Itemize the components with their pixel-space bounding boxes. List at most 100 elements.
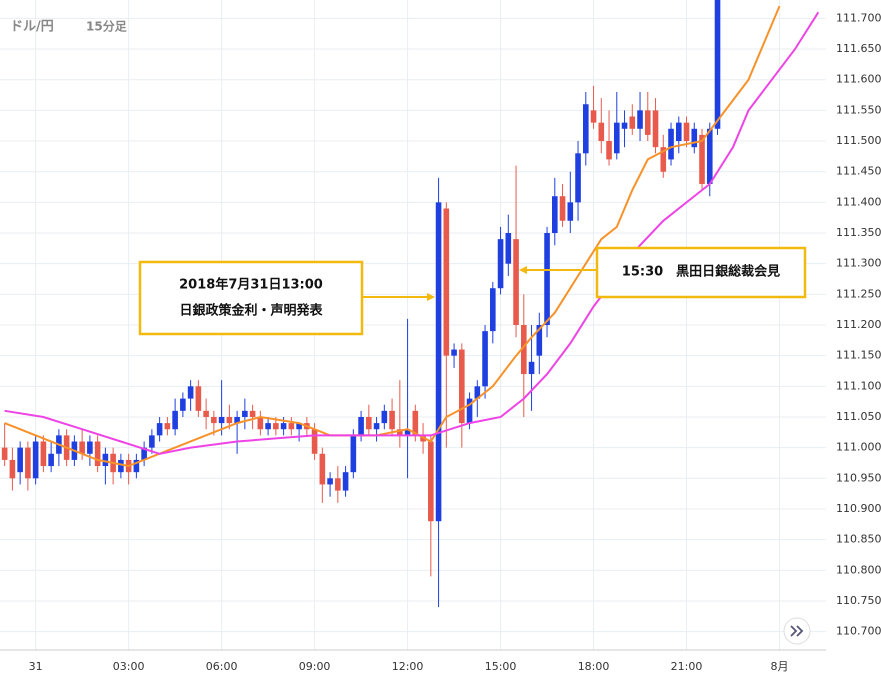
y-tick-label: 110.750: [836, 594, 881, 607]
candle-body: [466, 398, 473, 424]
candle-body: [404, 429, 411, 436]
y-tick-label: 111.650: [836, 42, 881, 55]
y-tick-label: 110.900: [836, 502, 881, 515]
candle-body: [358, 416, 364, 436]
x-tick-label: 8月: [771, 660, 789, 673]
candle-body: [613, 122, 620, 154]
y-tick-label: 111.150: [836, 349, 881, 362]
y-tick-label: 110.850: [836, 533, 881, 546]
y-tick-label: 110.700: [836, 625, 881, 638]
candle-body: [25, 447, 31, 479]
chart-subtitle: 15分足: [86, 19, 127, 34]
candle-body: [94, 441, 101, 467]
candle-body: [203, 410, 209, 417]
candle-body: [482, 331, 488, 387]
candle-body: [381, 410, 388, 424]
candle-body: [187, 386, 194, 399]
candle-body: [428, 441, 434, 522]
y-tick-label: 111.700: [836, 11, 881, 24]
candle-body: [559, 196, 566, 221]
candle-body: [327, 478, 333, 485]
candle-body: [1, 447, 8, 460]
y-tick-label: 111.550: [836, 103, 881, 116]
candle-body: [40, 441, 47, 467]
candle-body: [567, 202, 574, 221]
candle-body: [637, 110, 643, 129]
candle-body: [513, 239, 519, 325]
candle-body: [435, 202, 442, 522]
candle-body: [9, 459, 16, 479]
candle-body: [652, 110, 659, 148]
candle-body: [195, 386, 202, 411]
candle-body: [280, 423, 287, 430]
annotation-text: 15:30 黒田日銀総裁会見: [622, 264, 780, 280]
candle-body: [598, 122, 605, 142]
candle-body: [629, 116, 636, 129]
candle-body: [257, 416, 264, 430]
scroll-button[interactable]: [783, 617, 811, 645]
y-tick-label: 111.500: [836, 134, 881, 147]
candle-body: [342, 472, 349, 491]
y-tick-label: 111.050: [836, 410, 881, 423]
candle-body: [497, 239, 504, 289]
candle-body: [311, 429, 318, 454]
candle-body: [265, 423, 271, 430]
annotation-box: [595, 246, 807, 299]
candle-body: [621, 122, 628, 129]
candle-body: [366, 416, 372, 430]
candle-body: [451, 349, 457, 356]
y-tick-label: 111.300: [836, 257, 881, 270]
y-tick-label: 111.000: [836, 441, 881, 454]
y-tick-label: 111.400: [836, 195, 881, 208]
candle-body: [389, 410, 395, 430]
candle-body: [490, 288, 496, 332]
candle-body: [180, 398, 186, 411]
annotation-1: 2018年7月31日13:00 日銀政策金利・声明発表: [138, 260, 435, 336]
candle-body: [288, 423, 295, 430]
candle-body: [544, 233, 550, 325]
candle-body: [211, 416, 217, 424]
annotation-arrowhead: [519, 266, 527, 274]
moving-average-line: [4, 5, 781, 468]
candle-body: [218, 416, 225, 424]
chart-title: ドル/円: [10, 20, 54, 35]
candle-body: [273, 423, 279, 430]
moving-average-line: [4, 11, 820, 455]
x-tick-label: 09:00: [299, 660, 331, 673]
candle-body: [551, 196, 558, 234]
y-tick-label: 111.200: [836, 318, 881, 331]
candle-body: [706, 128, 713, 184]
candle-body: [412, 410, 419, 436]
y-tick-label: 111.250: [836, 287, 881, 300]
y-tick-label: 110.950: [836, 471, 881, 484]
candle-body: [459, 349, 465, 424]
candle-body: [660, 147, 667, 172]
x-tick-label: 18:00: [578, 660, 610, 673]
candle-body: [335, 478, 341, 491]
candle-body: [691, 128, 698, 148]
x-tick-label: 06:00: [206, 660, 238, 673]
candle-body: [17, 447, 23, 473]
candle-body: [443, 208, 450, 356]
candle-body: [172, 410, 178, 430]
candle-body: [87, 441, 93, 454]
x-tick-label: 21:00: [671, 660, 703, 673]
scroll-icon[interactable]: [790, 625, 804, 637]
candle-body: [296, 423, 302, 430]
y-tick-label: 111.450: [836, 165, 881, 178]
candle-body: [234, 416, 240, 424]
y-tick-label: 111.350: [836, 226, 881, 239]
candle-body: [590, 110, 597, 123]
candle-body: [164, 423, 171, 430]
x-tick-label: 15:00: [485, 660, 517, 673]
candle-body: [699, 134, 705, 184]
candle-body: [133, 459, 140, 473]
candle-body: [373, 423, 380, 430]
candle-body: [118, 459, 124, 473]
candle-body: [505, 233, 512, 264]
x-tick-label: 03:00: [113, 660, 145, 673]
candle-body: [48, 453, 54, 467]
grid: [0, 0, 826, 651]
plot-area: [1, 0, 820, 608]
